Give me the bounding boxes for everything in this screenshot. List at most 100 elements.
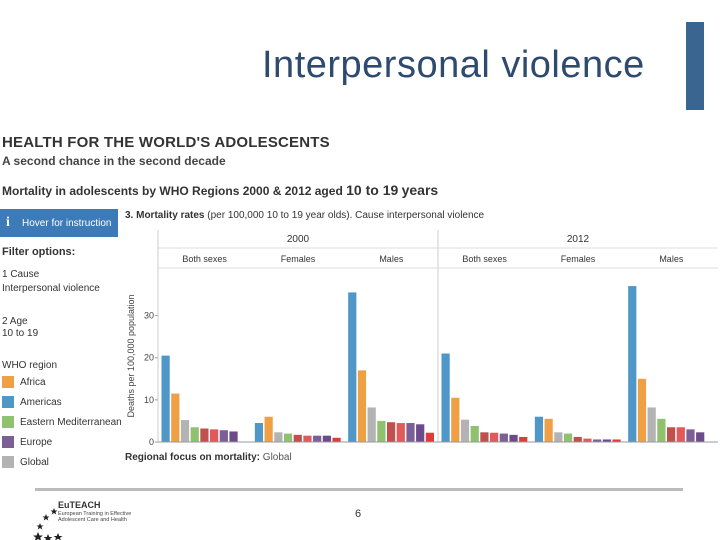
- bar: [190, 427, 199, 442]
- regional-focus-value[interactable]: Global: [262, 452, 292, 463]
- dashboard-heading: HEALTH FOR THE WORLD'S ADOLESCENTS: [2, 134, 330, 151]
- bar: [332, 437, 341, 442]
- bar: [583, 438, 592, 442]
- bar: [406, 423, 415, 442]
- group-header: Both sexes: [462, 254, 507, 264]
- legend-swatch: [2, 436, 14, 448]
- mortality-bar-chart: Deaths per 100,000 population 0 10 20 30 2000…: [126, 230, 718, 447]
- bar: [416, 424, 425, 442]
- dashboard-subheading: A second chance in the second decade: [2, 154, 226, 168]
- group-header: Females: [561, 254, 596, 264]
- cause-filter-label: 1 Cause: [2, 269, 40, 280]
- age-filter-label: 2 Age: [2, 316, 28, 327]
- y-tick-label: 0: [149, 437, 154, 447]
- hover-instruction-label: Hover for instruction: [22, 217, 112, 229]
- bar: [386, 422, 396, 442]
- bar: [637, 378, 647, 442]
- footer-divider: [35, 488, 683, 491]
- chart-caption-prefix: 3. Mortality rates: [125, 210, 205, 221]
- page-number: 6: [355, 508, 362, 520]
- bar: [322, 435, 331, 442]
- bar: [509, 434, 518, 442]
- bar: [219, 430, 228, 442]
- dashboard-title: Mortality in adolescents by WHO Regions …: [2, 182, 438, 198]
- legend-label: Americas: [20, 396, 62, 408]
- title-prefix: Mortality in adolescents by WHO Regions …: [2, 184, 343, 198]
- y-tick-label: 10: [144, 395, 154, 405]
- bar: [303, 435, 312, 442]
- bar: [490, 432, 499, 442]
- bar: [200, 428, 209, 442]
- bar: [499, 433, 508, 442]
- bar: [544, 418, 553, 442]
- age-filter-value[interactable]: 10 to 19: [2, 328, 39, 339]
- title-age: 10 to 19: [346, 182, 399, 198]
- group-header: Males: [659, 254, 684, 264]
- legend-label: Global: [20, 456, 49, 468]
- bar: [628, 286, 637, 442]
- slide-title: Interpersonal violence: [262, 44, 645, 86]
- bar: [161, 355, 170, 442]
- bar: [480, 432, 489, 442]
- bar: [696, 432, 705, 442]
- legend-label: Africa: [20, 376, 46, 388]
- year-header: 2012: [567, 234, 590, 245]
- regional-focus: Regional focus on mortality: Global: [125, 452, 292, 463]
- bar: [274, 432, 283, 442]
- bar: [686, 429, 695, 442]
- info-icon: i: [6, 215, 10, 230]
- legend-label: Eastern Mediterranean: [20, 416, 122, 428]
- bar: [534, 416, 544, 442]
- year-header: 2000: [287, 234, 310, 245]
- bar: [519, 436, 528, 442]
- bar: [357, 370, 367, 442]
- bar: [367, 407, 376, 442]
- bar: [470, 425, 479, 442]
- legend-swatch: [2, 456, 14, 468]
- eutech-logo-stars-icon: [33, 508, 63, 540]
- bar: [180, 420, 190, 442]
- bar: [396, 423, 405, 442]
- y-tick-label: 20: [144, 353, 154, 363]
- bar: [171, 393, 180, 442]
- legend-swatch: [2, 396, 14, 408]
- y-tick-label: 30: [144, 311, 154, 321]
- filter-heading: Filter options:: [2, 246, 76, 258]
- bar: [313, 435, 322, 442]
- logo-subtitle: European Training in Effective Adolescen…: [58, 511, 132, 523]
- legend-item-americas[interactable]: Americas: [2, 396, 62, 408]
- bar: [451, 397, 460, 442]
- cause-filter-value[interactable]: Interpersonal violence: [2, 283, 100, 294]
- title-suffix: years: [401, 182, 439, 198]
- legend-item-global[interactable]: Global: [2, 456, 49, 468]
- bar: [666, 427, 676, 442]
- bar: [229, 431, 238, 442]
- bar: [348, 292, 357, 442]
- legend-item-eastern-mediterranean[interactable]: Eastern Mediterranean: [2, 416, 122, 428]
- bar: [657, 418, 666, 442]
- group-header: Females: [281, 254, 316, 264]
- bar: [254, 423, 264, 442]
- bar: [460, 419, 470, 442]
- legend-swatch: [2, 416, 14, 428]
- bar: [283, 433, 293, 442]
- bar: [573, 436, 582, 442]
- legend-swatch: [2, 376, 14, 388]
- bar: [425, 432, 434, 442]
- group-header: Both sexes: [182, 254, 227, 264]
- bar: [441, 353, 450, 442]
- chart-caption-units: (per 100,000 10 to 19 year olds). Cause: [207, 210, 385, 221]
- bar: [612, 439, 621, 442]
- legend-item-africa[interactable]: Africa: [2, 376, 46, 388]
- hover-instruction-button[interactable]: i Hover for instruction: [0, 209, 118, 237]
- bar: [647, 407, 656, 442]
- chart-caption-cause: interpersonal violence: [386, 210, 485, 221]
- y-axis-label: Deaths per 100,000 population: [126, 294, 136, 417]
- bar: [563, 433, 573, 442]
- bar: [377, 420, 386, 442]
- bar: [602, 439, 611, 442]
- bar: [264, 416, 273, 442]
- legend-item-europe[interactable]: Europe: [2, 436, 52, 448]
- bar: [593, 439, 602, 442]
- bar: [554, 432, 563, 442]
